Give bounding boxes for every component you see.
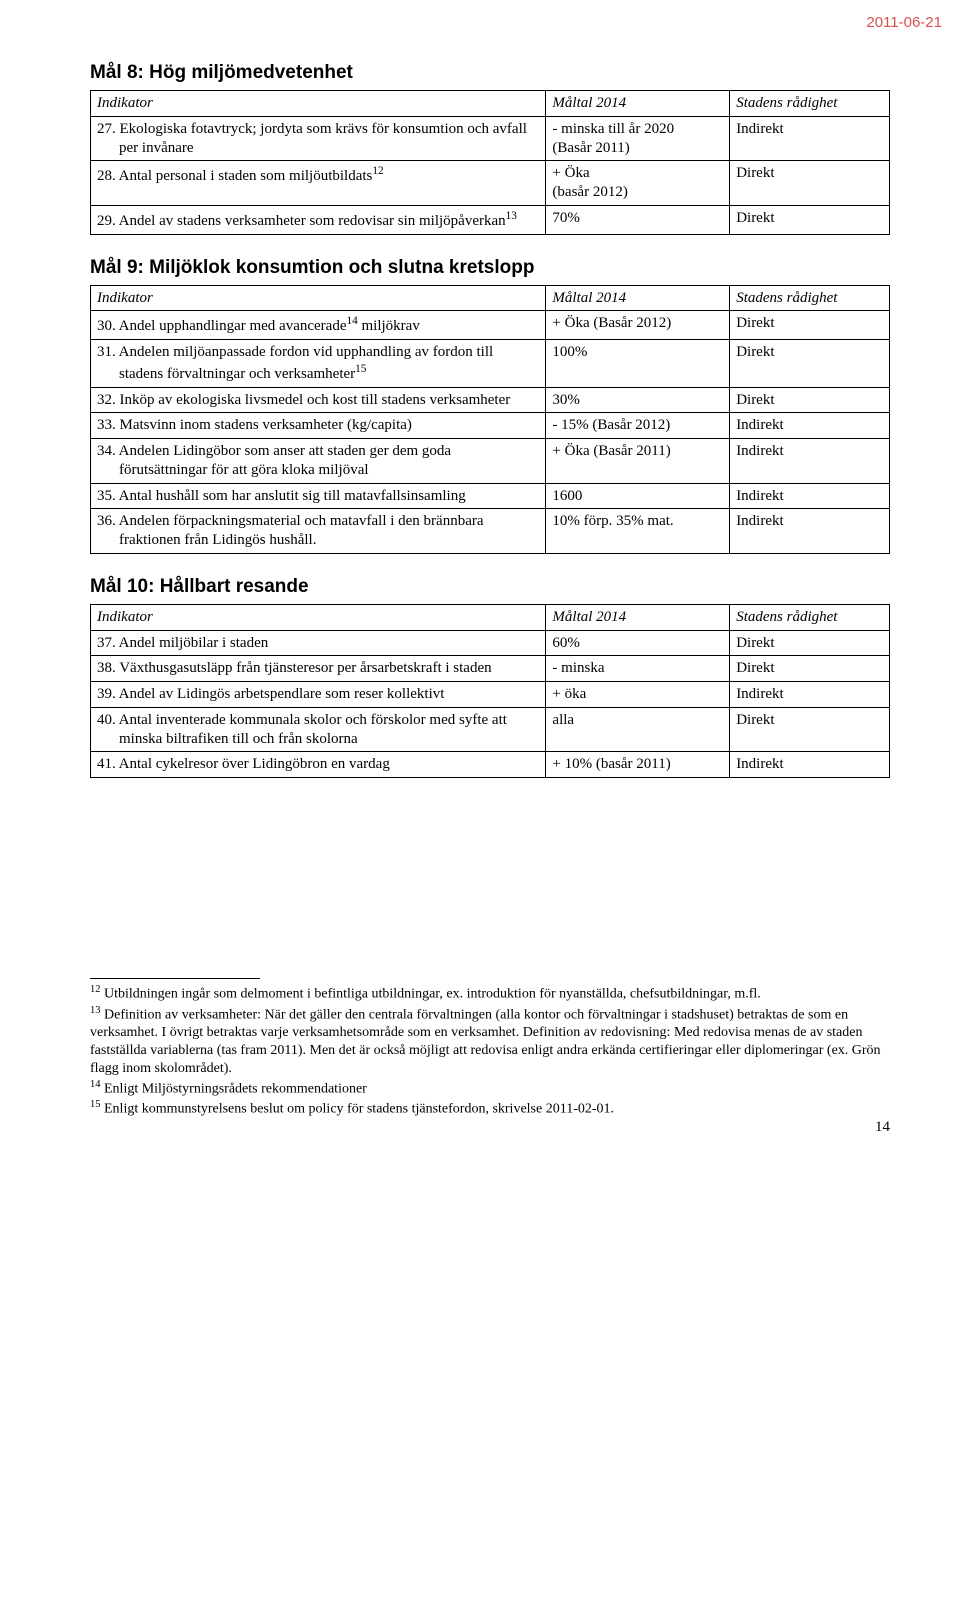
document-page: 2011-06-21 Mål 8: Hög miljömedvetenhet I… (0, 0, 960, 1176)
cell-maltal: + öka (546, 682, 730, 708)
cell-radighet: Direkt (730, 205, 890, 234)
cell-indikator: 31. Andelen miljöanpassade fordon vid up… (91, 340, 546, 388)
col-maltal: Måltal 2014 (546, 604, 730, 630)
cell-radighet: Indirekt (730, 116, 890, 161)
cell-maltal: 100% (546, 340, 730, 388)
table-row: 36. Andelen förpackningsmaterial och mat… (91, 509, 890, 554)
cell-maltal: 70% (546, 205, 730, 234)
cell-indikator: 40. Antal inventerade kommunala skolor o… (91, 707, 546, 752)
cell-maltal: 30% (546, 387, 730, 413)
cell-indikator: 41. Antal cykelresor över Lidingöbron en… (91, 752, 546, 778)
footnote-12: 12 Utbildningen ingår som delmoment i be… (90, 983, 890, 1004)
table-row: 31. Andelen miljöanpassade fordon vid up… (91, 340, 890, 388)
goal10-tbody: 37. Andel miljöbilar i staden60%Direkt38… (91, 630, 890, 778)
table-row: 35. Antal hushåll som har anslutit sig t… (91, 483, 890, 509)
table-row: 27. Ekologiska fotavtryck; jordyta som k… (91, 116, 890, 161)
goal9-title: Mål 9: Miljöklok konsumtion och slutna k… (90, 257, 890, 279)
cell-indikator: 28. Antal personal i staden som miljöutb… (91, 161, 546, 206)
cell-radighet: Direkt (730, 161, 890, 206)
col-radighet: Stadens rådighet (730, 604, 890, 630)
cell-indikator: 38. Växthusgasutsläpp från tjänsteresor … (91, 656, 546, 682)
table-row: 40. Antal inventerade kommunala skolor o… (91, 707, 890, 752)
col-indikator: Indikator (91, 604, 546, 630)
cell-radighet: Indirekt (730, 509, 890, 554)
goal8-tbody: 27. Ekologiska fotavtryck; jordyta som k… (91, 116, 890, 234)
cell-radighet: Indirekt (730, 439, 890, 484)
cell-indikator: 34. Andelen Lidingöbor som anser att sta… (91, 439, 546, 484)
page-number: 14 (90, 1119, 890, 1136)
goal8-title: Mål 8: Hög miljömedvetenhet (90, 62, 890, 84)
cell-maltal: + 10% (basår 2011) (546, 752, 730, 778)
cell-radighet: Direkt (730, 707, 890, 752)
footnotes: 12 Utbildningen ingår som delmoment i be… (90, 978, 890, 1119)
table-row: 29. Andel av stadens verksamheter som re… (91, 205, 890, 234)
goal10-title: Mål 10: Hållbart resande (90, 576, 890, 598)
cell-maltal: 10% förp. 35% mat. (546, 509, 730, 554)
table-row: 33. Matsvinn inom stadens verksamheter (… (91, 413, 890, 439)
cell-maltal: - 15% (Basår 2012) (546, 413, 730, 439)
cell-indikator: 29. Andel av stadens verksamheter som re… (91, 205, 546, 234)
col-maltal: Måltal 2014 (546, 91, 730, 117)
cell-radighet: Direkt (730, 656, 890, 682)
cell-radighet: Direkt (730, 340, 890, 388)
cell-radighet: Direkt (730, 630, 890, 656)
table-header-row: Indikator Måltal 2014 Stadens rådighet (91, 604, 890, 630)
footnote-14: 14 Enligt Miljöstyrningsrådets rekommend… (90, 1078, 890, 1099)
cell-indikator: 39. Andel av Lidingös arbetspendlare som… (91, 682, 546, 708)
goal9-tbody: 30. Andel upphandlingar med avancerade14… (91, 311, 890, 554)
table-row: 28. Antal personal i staden som miljöutb… (91, 161, 890, 206)
cell-indikator: 27. Ekologiska fotavtryck; jordyta som k… (91, 116, 546, 161)
table-row: 32. Inköp av ekologiska livsmedel och ko… (91, 387, 890, 413)
cell-radighet: Indirekt (730, 413, 890, 439)
cell-radighet: Direkt (730, 387, 890, 413)
cell-indikator: 30. Andel upphandlingar med avancerade14… (91, 311, 546, 340)
table-row: 30. Andel upphandlingar med avancerade14… (91, 311, 890, 340)
cell-indikator: 35. Antal hushåll som har anslutit sig t… (91, 483, 546, 509)
table-header-row: Indikator Måltal 2014 Stadens rådighet (91, 285, 890, 311)
col-radighet: Stadens rådighet (730, 285, 890, 311)
table-row: 34. Andelen Lidingöbor som anser att sta… (91, 439, 890, 484)
goal10-table: Indikator Måltal 2014 Stadens rådighet 3… (90, 604, 890, 778)
cell-indikator: 37. Andel miljöbilar i staden (91, 630, 546, 656)
table-row: 38. Växthusgasutsläpp från tjänsteresor … (91, 656, 890, 682)
footnote-rule (90, 978, 260, 979)
table-row: 39. Andel av Lidingös arbetspendlare som… (91, 682, 890, 708)
footnote-15: 15 Enligt kommunstyrelsens beslut om pol… (90, 1098, 890, 1119)
goal8-table: Indikator Måltal 2014 Stadens rådighet 2… (90, 90, 890, 235)
cell-radighet: Indirekt (730, 682, 890, 708)
col-indikator: Indikator (91, 285, 546, 311)
cell-indikator: 32. Inköp av ekologiska livsmedel och ko… (91, 387, 546, 413)
cell-maltal: 60% (546, 630, 730, 656)
col-maltal: Måltal 2014 (546, 285, 730, 311)
table-header-row: Indikator Måltal 2014 Stadens rådighet (91, 91, 890, 117)
cell-radighet: Direkt (730, 311, 890, 340)
col-indikator: Indikator (91, 91, 546, 117)
cell-maltal: + Öka (basår 2012) (546, 161, 730, 206)
col-radighet: Stadens rådighet (730, 91, 890, 117)
cell-maltal: alla (546, 707, 730, 752)
cell-maltal: - minska (546, 656, 730, 682)
cell-indikator: 33. Matsvinn inom stadens verksamheter (… (91, 413, 546, 439)
goal9-table: Indikator Måltal 2014 Stadens rådighet 3… (90, 285, 890, 554)
footnote-13: 13 Definition av verksamheter: När det g… (90, 1004, 890, 1078)
cell-maltal: + Öka (Basår 2012) (546, 311, 730, 340)
cell-maltal: 1600 (546, 483, 730, 509)
cell-indikator: 36. Andelen förpackningsmaterial och mat… (91, 509, 546, 554)
table-row: 37. Andel miljöbilar i staden60%Direkt (91, 630, 890, 656)
cell-maltal: - minska till år 2020 (Basår 2011) (546, 116, 730, 161)
cell-radighet: Indirekt (730, 752, 890, 778)
table-row: 41. Antal cykelresor över Lidingöbron en… (91, 752, 890, 778)
date-header: 2011-06-21 (866, 14, 942, 31)
cell-radighet: Indirekt (730, 483, 890, 509)
cell-maltal: + Öka (Basår 2011) (546, 439, 730, 484)
